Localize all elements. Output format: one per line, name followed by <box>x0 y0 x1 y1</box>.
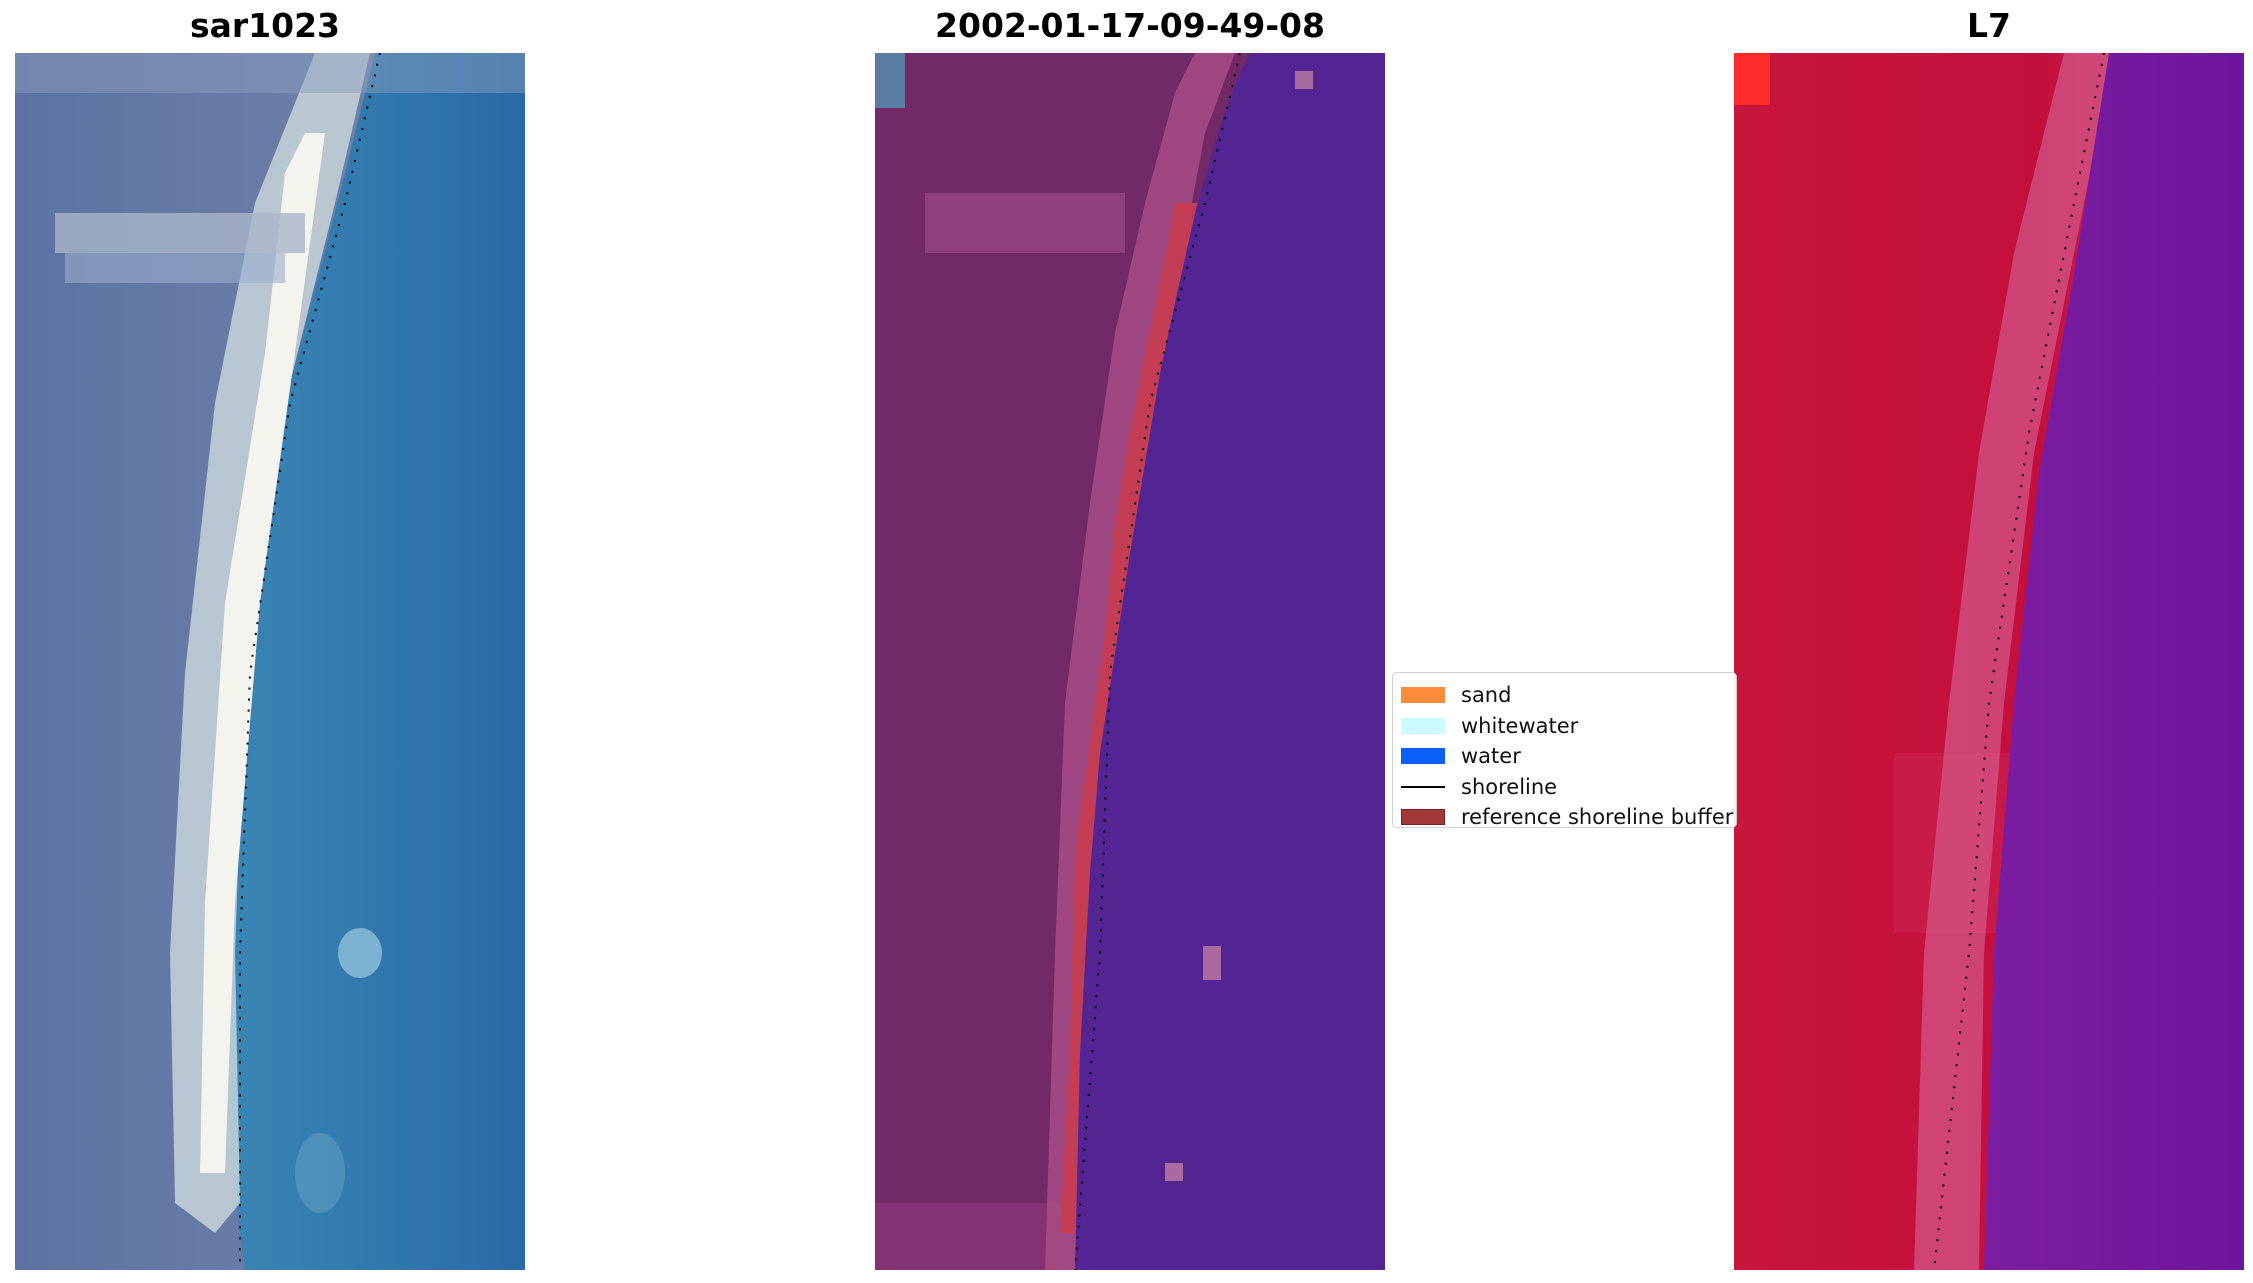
legend-item-water: water <box>1401 741 1736 772</box>
sand-swatch <box>1401 687 1445 704</box>
shoreline-line-swatch <box>1401 785 1445 788</box>
rgb-image-panel <box>15 53 525 1270</box>
legend-label: whitewater <box>1461 713 1579 738</box>
legend-item-sand: sand <box>1401 680 1736 711</box>
legend-item-shoreline: shoreline <box>1401 772 1736 803</box>
legend-item-reference-buffer: reference shoreline buffer <box>1401 802 1736 833</box>
legend-item-whitewater: whitewater <box>1401 711 1736 742</box>
legend-label: sand <box>1461 683 1512 708</box>
rgb-image <box>15 53 525 1270</box>
legend-label: reference shoreline buffer <box>1461 805 1734 830</box>
panel-title-classified: 2002-01-17-09-49-08 <box>935 6 1325 45</box>
legend-label: water <box>1461 744 1521 769</box>
panel-title-rgb: sar1023 <box>189 6 341 45</box>
panel-title-ndwi: L7 <box>1967 6 2011 45</box>
reference-buffer-swatch <box>1401 809 1445 826</box>
l7-index-image <box>1734 53 2244 1270</box>
water-swatch <box>1401 748 1445 765</box>
legend: sand whitewater water shoreline referenc… <box>1392 672 1737 829</box>
legend-label: shoreline <box>1461 774 1558 799</box>
classified-image <box>875 53 1385 1270</box>
classified-image-panel <box>875 53 1385 1270</box>
whitewater-swatch <box>1401 717 1445 734</box>
l7-index-panel <box>1734 53 2244 1270</box>
